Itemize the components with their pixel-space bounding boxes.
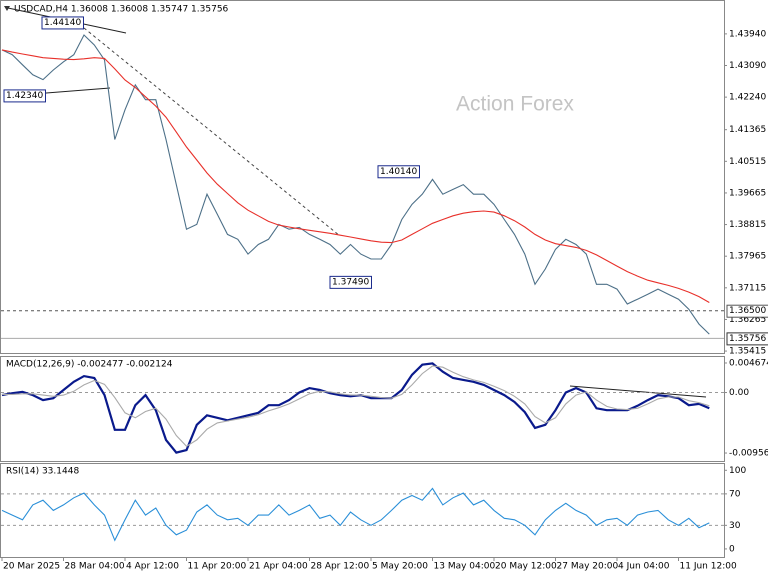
- trend-line: [83, 27, 341, 237]
- chart-title: USDCAD,H4 1.36008 1.36008 1.35747 1.3575…: [14, 5, 229, 15]
- series-line: [1, 487, 710, 542]
- price-annotation: 1.37490: [332, 277, 369, 287]
- y-tick-label: 0.00: [729, 388, 749, 398]
- price-annotation: 1.40140: [380, 167, 417, 177]
- y-tick-label: 1.37965: [729, 252, 766, 262]
- label-box: [726, 332, 768, 346]
- x-tick-label: 28 Mar 04:00: [65, 562, 125, 572]
- last-price-label: 1.35756: [729, 334, 766, 344]
- label-box: [3, 89, 46, 103]
- x-tick-label: 4 Jun 04:00: [618, 562, 670, 572]
- y-tick-label: 1.43090: [729, 61, 766, 71]
- series-line: [2, 365, 710, 448]
- label-box: [377, 165, 420, 179]
- y-tick-label: 0: [729, 544, 735, 554]
- x-tick-label: 13 May 04:00: [434, 562, 496, 572]
- x-tick-label: 21 Apr 04:00: [249, 562, 308, 572]
- symbol-icon: [4, 6, 10, 11]
- x-tick-label: 5 May 20:00: [372, 562, 428, 572]
- y-tick-label: 100: [729, 466, 746, 476]
- divergence-line: [569, 385, 707, 398]
- x-tick-label: 28 Apr 12:00: [311, 562, 370, 572]
- y-tick-label: 1.41365: [729, 125, 766, 135]
- x-tick-label: 11 Apr 20:00: [188, 562, 247, 572]
- x-tick-label: 11 Jun 12:00: [680, 562, 737, 572]
- y-tick-label: 30: [729, 521, 741, 531]
- rsi-panel: [0, 463, 725, 558]
- y-tick-label: 1.38815: [729, 220, 766, 230]
- macd-panel: [0, 356, 725, 462]
- x-tick-label: 20 May 12:00: [495, 562, 557, 572]
- rsi-title: RSI(14) 33.1448: [6, 467, 79, 477]
- x-tick-label: 4 Apr 12:00: [126, 562, 179, 572]
- price-panel: [0, 0, 725, 354]
- y-tick-label: 0.004674: [729, 358, 768, 368]
- y-tick-label: 1.39665: [729, 188, 766, 198]
- y-tick-label: 1.40515: [729, 157, 766, 167]
- y-tick-label: -0.009568: [729, 449, 768, 459]
- level-label: 1.36500: [729, 306, 766, 316]
- series-line: [1, 49, 710, 303]
- label-box: [726, 304, 768, 318]
- macd-title: MACD(12,26,9) -0.002477 -0.002124: [6, 360, 173, 370]
- watermark: Action Forex: [456, 93, 574, 116]
- series-line: [1, 362, 710, 454]
- y-tick-label: 1.37115: [729, 283, 766, 293]
- y-tick-label: 1.35415: [729, 347, 766, 357]
- series-line: [1, 34, 710, 335]
- label-box: [41, 16, 84, 30]
- y-tick-label: 1.43940: [729, 29, 766, 39]
- price-annotation: 1.44140: [44, 18, 81, 28]
- x-tick-label: 27 May 20:00: [557, 562, 619, 572]
- y-tick-label: 1.36265: [729, 315, 766, 325]
- y-tick-label: 70: [729, 489, 741, 499]
- x-tick-label: 20 Mar 2025: [3, 562, 60, 572]
- price-annotation: 1.42340: [6, 91, 43, 101]
- y-tick-label: 1.42240: [729, 93, 766, 103]
- label-box: [329, 275, 372, 289]
